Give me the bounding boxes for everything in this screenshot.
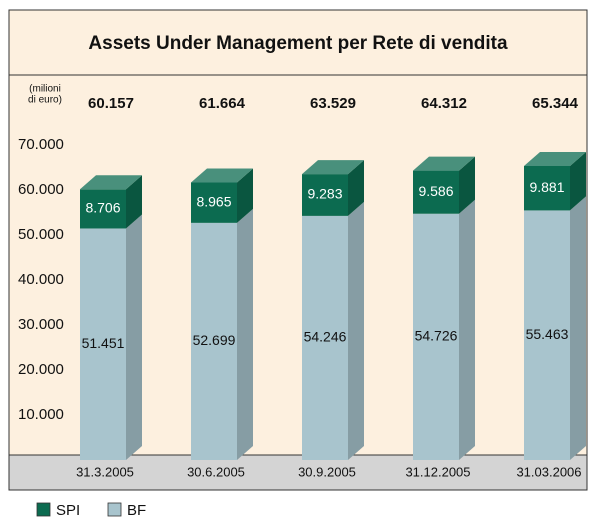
x-tick-label: 30.9.2005 — [298, 464, 356, 479]
value-label: 8.965 — [196, 193, 231, 209]
bar-top — [191, 168, 253, 183]
total-label: 65.344 — [532, 95, 579, 112]
bar-side — [459, 156, 475, 214]
bar-side — [237, 208, 253, 460]
x-tick-label: 31.3.2005 — [76, 464, 134, 479]
y-label: di euro) — [28, 95, 62, 106]
bar — [80, 189, 126, 229]
total-label: 60.157 — [88, 95, 134, 112]
bar — [191, 182, 237, 223]
bar-side — [570, 151, 586, 211]
bar — [524, 165, 570, 211]
bar-side — [459, 199, 475, 460]
bar — [413, 170, 459, 214]
y-tick-label: 40.000 — [18, 271, 64, 288]
value-label: 54.246 — [304, 329, 347, 345]
y-tick-label: 70.000 — [18, 136, 64, 153]
bar-top — [302, 160, 364, 175]
y-tick-label: 50.000 — [18, 226, 64, 243]
bar-side — [348, 201, 364, 460]
legend-swatch — [36, 502, 51, 517]
y-tick-label: 30.000 — [18, 316, 64, 333]
value-label: 55.463 — [526, 326, 569, 342]
bar-side — [237, 168, 253, 223]
legend-label: SPI — [56, 502, 80, 519]
value-label: 9.586 — [418, 183, 453, 199]
value-label: 8.706 — [85, 200, 120, 216]
bar-side — [348, 160, 364, 216]
bar — [191, 222, 237, 460]
y-tick-label: 20.000 — [18, 361, 64, 378]
x-tick-label: 31.03.2006 — [516, 464, 581, 479]
category-band — [8, 454, 588, 491]
value-label: 9.881 — [529, 179, 564, 195]
x-tick-label: 31.12.2005 — [405, 464, 470, 479]
legend-swatch — [107, 502, 122, 517]
value-label: 51.451 — [82, 335, 125, 351]
value-label: 54.726 — [415, 328, 458, 344]
bar — [413, 213, 459, 460]
bar — [302, 174, 348, 216]
bar-top — [80, 175, 142, 190]
bars: 51.451 8.706 52.699 8.965 54.246 9.283 54.726 9… — [80, 151, 586, 460]
bar-top — [413, 156, 475, 171]
bar — [80, 228, 126, 460]
y-tick-label: 10.000 — [18, 406, 64, 423]
x-tick-label: 30.6.2005 — [187, 464, 245, 479]
y-label: (milioni — [29, 84, 61, 95]
value-label: 52.699 — [193, 332, 236, 348]
bar-top — [524, 151, 586, 166]
total-label: 64.312 — [421, 95, 467, 112]
total-label: 61.664 — [199, 95, 246, 112]
chart-title: Assets Under Management per Rete di vend… — [88, 33, 508, 54]
bar — [302, 215, 348, 460]
value-label: 9.283 — [307, 186, 342, 202]
bar — [524, 210, 570, 460]
bar-side — [126, 214, 142, 460]
bar-side — [570, 196, 586, 460]
y-tick-label: 60.000 — [18, 181, 64, 198]
total-label: 63.529 — [310, 95, 356, 112]
bar-side — [126, 175, 142, 229]
legend-label: BF — [127, 502, 146, 519]
